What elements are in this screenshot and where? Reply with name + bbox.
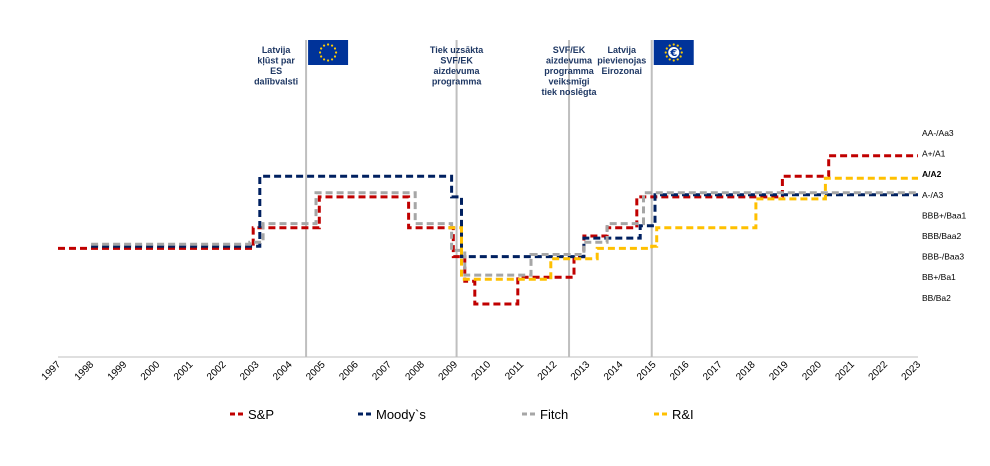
year-tick-2: 1999	[106, 359, 130, 383]
year-tick-7: 2004	[271, 359, 295, 383]
event-label-2: SVF/EK	[553, 45, 586, 55]
event-label-1: programma	[432, 77, 483, 87]
rating-label-8: BB/Ba2	[922, 293, 951, 303]
series-layer	[58, 154, 918, 306]
year-tick-21: 2018	[734, 359, 758, 383]
rating-label-7: BB+/Ba1	[922, 272, 956, 282]
svg-text:€: €	[669, 48, 677, 59]
year-tick-18: 2015	[635, 359, 659, 383]
year-tick-12: 2009	[437, 359, 461, 383]
rating-label-5: BBB/Baa2	[922, 231, 961, 241]
year-tick-10: 2007	[370, 359, 394, 383]
year-ticks: 1997 1998 1999 2000 2001 2002 2003 2004 2005 2006…	[40, 359, 924, 383]
year-tick-9: 2006	[337, 359, 361, 383]
series-line-2	[91, 191, 918, 277]
rating-label-2: A/A2	[922, 169, 942, 179]
year-tick-5: 2002	[205, 359, 229, 383]
rating-label-0: AA-/Aa3	[922, 128, 954, 138]
event-label-1: Tiek uzsākta	[430, 45, 484, 55]
event-label-2: aizdevuma	[546, 56, 593, 66]
event-label-2: tiek noslēgta	[542, 87, 598, 97]
year-tick-20: 2017	[701, 359, 725, 383]
year-tick-3: 2000	[139, 359, 163, 383]
year-tick-22: 2019	[767, 359, 791, 383]
event-label-2: veiksmīgi	[549, 77, 590, 87]
eu-flag-icon	[308, 40, 349, 65]
rating-label-4: BBB+/Baa1	[922, 210, 966, 220]
event-label-0: ES	[270, 66, 282, 76]
event-label-3: Eirozonai	[601, 66, 642, 76]
series-line-3	[448, 176, 918, 281]
year-tick-17: 2014	[602, 359, 626, 383]
rating-label-3: A-/A3	[922, 190, 944, 200]
year-tick-23: 2020	[800, 359, 824, 383]
legend-label-3: R&I	[672, 407, 694, 422]
event-label-3: pievienojas	[597, 56, 646, 66]
year-tick-0: 1997	[40, 359, 64, 383]
event-label-1: aizdevuma	[434, 66, 481, 76]
rating-label-1: A+/A1	[922, 149, 946, 159]
rating-labels: AA-/Aa3 A+/A1 A/A2 A-/A3 BBB+/Baa1 BBB/Baa2 BB…	[922, 128, 966, 303]
legend-label-2: Fitch	[540, 407, 568, 422]
legend: S&P Moody`s Fitch R&I	[230, 407, 694, 422]
year-tick-11: 2008	[403, 359, 427, 383]
year-tick-8: 2005	[304, 359, 328, 383]
year-tick-24: 2021	[833, 359, 857, 383]
event-label-0: Latvija	[262, 45, 292, 55]
rating-label-6: BBB-/Baa3	[922, 252, 964, 262]
year-tick-4: 2001	[172, 359, 196, 383]
euro-flag-icon: €	[653, 40, 694, 65]
year-tick-6: 2003	[238, 359, 262, 383]
year-tick-13: 2010	[470, 359, 494, 383]
year-tick-16: 2013	[569, 359, 593, 383]
event-label-3: Latvija	[607, 45, 637, 55]
event-label-2: programma	[544, 66, 595, 76]
year-tick-19: 2016	[668, 359, 692, 383]
year-tick-15: 2012	[536, 359, 560, 383]
year-tick-26: 2023	[900, 359, 924, 383]
year-tick-1: 1998	[73, 359, 97, 383]
year-tick-14: 2011	[503, 359, 526, 382]
event-label-0: kļūst par	[257, 56, 295, 66]
series-line-1	[91, 174, 918, 259]
legend-label-1: Moody`s	[376, 407, 426, 422]
event-label-1: SVF/EK	[440, 56, 473, 66]
series-line-0	[58, 154, 918, 306]
event-label-0: dalībvalsti	[254, 77, 298, 87]
year-tick-25: 2022	[867, 359, 891, 383]
legend-label-0: S&P	[248, 407, 274, 422]
